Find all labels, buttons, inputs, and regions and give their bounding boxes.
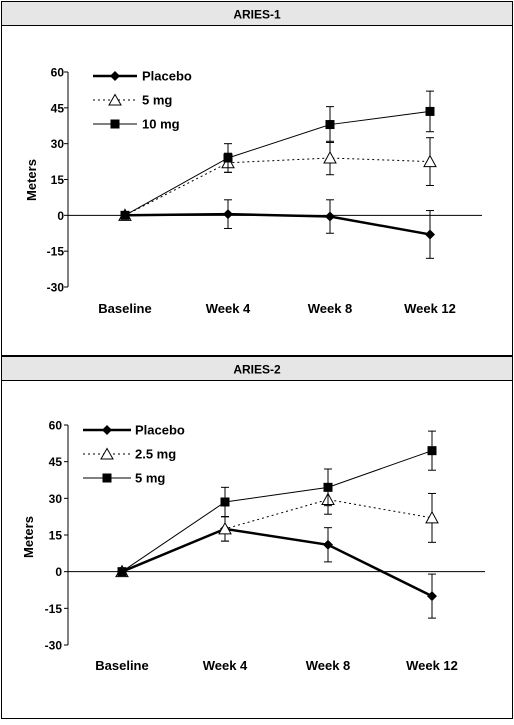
legend-5mg-label: 5 mg bbox=[142, 93, 172, 108]
data-point-5-mg bbox=[427, 446, 437, 456]
y-tick-label: 15 bbox=[49, 529, 63, 543]
data-point-placebo bbox=[223, 209, 233, 220]
panel-2-plot: 60 45 30 15 0 -15 -30 Baseline Week 4 Week 8 Week … bbox=[45, 419, 485, 673]
panel-1-title: ARIES-1 bbox=[233, 8, 281, 22]
panel-aries-1: ARIES-1 Meters 60 45 30 15 0 -15 -30 Baseline We… bbox=[1, 1, 513, 356]
legend-10mg-label: 10 mg bbox=[142, 117, 180, 132]
legend-placebo-label: Placebo bbox=[142, 69, 192, 84]
data-point-5-mg bbox=[323, 482, 333, 492]
x-category-label: Week 8 bbox=[308, 301, 353, 316]
y-tick-label: 30 bbox=[49, 492, 63, 506]
y-tick-label: -30 bbox=[47, 281, 65, 295]
panel-2-y-axis-label: Meters bbox=[21, 516, 36, 558]
panel-2-legend-5mg: 5 mg bbox=[83, 471, 165, 486]
series-5-mg bbox=[117, 430, 437, 577]
series-line-10-mg bbox=[124, 110, 431, 216]
panel-1-border bbox=[1, 1, 513, 356]
x-category-label: Week 8 bbox=[306, 658, 351, 673]
data-point-placebo bbox=[323, 539, 333, 550]
series-line-2-5-mg bbox=[121, 499, 433, 573]
x-category-label: Week 12 bbox=[406, 658, 458, 673]
y-tick-label: 30 bbox=[51, 137, 65, 151]
panel-1-legend-5mg: 5 mg bbox=[93, 93, 172, 108]
data-point-placebo bbox=[325, 211, 335, 222]
x-category-label: Baseline bbox=[95, 658, 148, 673]
series-line-5-mg bbox=[121, 450, 433, 573]
x-category-label: Week 4 bbox=[206, 301, 251, 316]
panel-1-legend: Placebo 5 mg 10 mg bbox=[93, 69, 192, 132]
panel-1-legend-10mg: 10 mg bbox=[93, 117, 180, 132]
panel-1-header bbox=[1, 1, 513, 26]
data-point-10-mg bbox=[425, 106, 435, 116]
panel-1-y-axis-label: Meters bbox=[24, 159, 39, 201]
x-category-label: Baseline bbox=[98, 301, 151, 316]
panel-2-border bbox=[1, 356, 513, 719]
y-tick-label: -30 bbox=[45, 639, 63, 653]
y-tick-label: 60 bbox=[51, 66, 65, 80]
y-tick-label: 0 bbox=[57, 209, 64, 223]
data-point-5-mg bbox=[423, 154, 437, 168]
data-point-2-5-mg bbox=[425, 510, 439, 524]
y-tick-label: 45 bbox=[49, 455, 63, 469]
series-10-mg bbox=[120, 90, 435, 220]
data-point-placebo bbox=[425, 229, 435, 240]
legend-2-5mg-label: 2.5 mg bbox=[135, 447, 176, 462]
x-category-label: Week 12 bbox=[404, 301, 456, 316]
data-point-10-mg bbox=[120, 210, 130, 220]
series-line-5-mg bbox=[124, 157, 431, 216]
legend-5mg-triangle-marker bbox=[108, 93, 122, 106]
legend-2-5mg-triangle-marker bbox=[100, 447, 114, 460]
x-category-label: Week 4 bbox=[203, 658, 248, 673]
y-tick-label: 60 bbox=[49, 419, 63, 433]
data-point-placebo bbox=[427, 591, 437, 602]
panel-1-plot: 60 45 30 15 0 -15 -30 Baseline Week 4 Week 8 Week … bbox=[47, 66, 482, 316]
legend-10mg-square-marker bbox=[110, 119, 120, 129]
data-point-2-5-mg bbox=[218, 521, 232, 535]
legend-5mg-square-marker bbox=[102, 473, 112, 483]
y-tick-label: 45 bbox=[51, 101, 65, 115]
legend-placebo-diamond-marker bbox=[110, 71, 120, 81]
panel-2-legend-2-5mg: 2.5 mg bbox=[83, 447, 176, 462]
panel-2-legend: Placebo 2.5 mg 5 mg bbox=[83, 423, 185, 486]
data-point-5-mg bbox=[117, 567, 127, 577]
legend-placebo-label: Placebo bbox=[135, 423, 185, 438]
data-point-5-mg bbox=[220, 497, 230, 507]
y-tick-label: 0 bbox=[55, 565, 62, 579]
panel-2-header bbox=[1, 356, 513, 381]
data-point-5-mg bbox=[323, 150, 337, 164]
series-line-placebo bbox=[124, 212, 431, 236]
y-tick-label: -15 bbox=[47, 245, 65, 259]
data-point-10-mg bbox=[223, 153, 233, 163]
panel-2-legend-placebo: Placebo bbox=[83, 423, 185, 438]
legend-5mg-label: 5 mg bbox=[135, 471, 165, 486]
panel-2-title: ARIES-2 bbox=[233, 363, 281, 377]
panel-1-legend-placebo: Placebo bbox=[93, 69, 192, 84]
legend-placebo-diamond-marker bbox=[102, 425, 112, 435]
y-tick-label: -15 bbox=[45, 602, 63, 616]
y-tick-label: 15 bbox=[51, 173, 65, 187]
panel-aries-2: ARIES-2 Meters 60 45 30 15 0 -15 -30 Baseline We… bbox=[1, 356, 513, 719]
data-point-10-mg bbox=[325, 120, 335, 130]
